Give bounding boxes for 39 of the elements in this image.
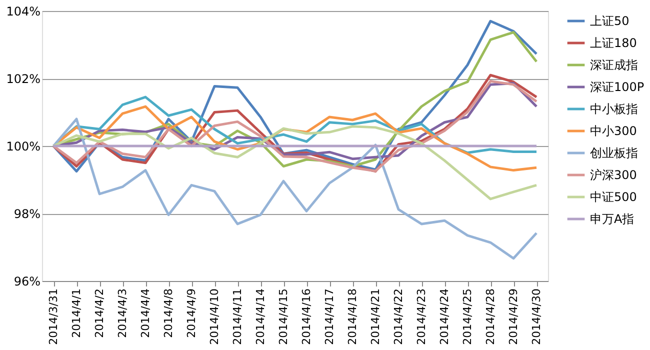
legend-label: 中小300 — [590, 124, 637, 138]
x-tick-label: 2014/4/23 — [415, 288, 428, 345]
x-tick-label: 2014/4/3 — [116, 288, 129, 338]
x-tick-label: 2014/4/25 — [461, 288, 474, 345]
x-tick-label: 2014/4/2 — [93, 288, 106, 338]
x-tick-label: 2014/4/4 — [139, 288, 152, 338]
x-tick-label: 2014/4/14 — [254, 288, 267, 345]
x-tick-label: 2014/4/22 — [392, 288, 405, 345]
x-tick-label: 2014/4/30 — [530, 288, 543, 345]
x-tick-label: 2014/4/8 — [162, 288, 175, 338]
x-tick-label: 2014/4/28 — [484, 288, 497, 345]
legend-label: 中小板指 — [590, 102, 638, 116]
y-tick-label: 100% — [6, 140, 40, 154]
x-tick-label: 2014/4/1 — [70, 288, 83, 338]
x-tick-label: 2014/4/11 — [231, 288, 244, 345]
legend-label: 中证500 — [590, 190, 637, 204]
x-tick-label: 2014/4/24 — [438, 288, 451, 345]
x-tick-label: 2014/4/18 — [346, 288, 359, 345]
legend-label: 上证50 — [590, 14, 630, 28]
x-tick-label: 2014/4/9 — [185, 288, 198, 338]
y-tick-label: 98% — [14, 207, 40, 221]
x-tick-label: 2014/4/15 — [277, 288, 290, 345]
legend-label: 申万A指 — [590, 212, 634, 226]
legend-label: 深证100P — [590, 80, 644, 94]
legend-label: 上证180 — [590, 36, 637, 50]
line-series — [52, 125, 538, 200]
line-series — [52, 118, 538, 260]
legend-label: 沪深300 — [590, 168, 637, 182]
x-tick-label: 2014/4/29 — [507, 288, 520, 345]
legend-label: 创业板指 — [590, 146, 638, 160]
x-tick-label: 2014/4/21 — [369, 288, 382, 345]
y-tick-label: 102% — [6, 72, 40, 86]
x-tick-label: 2014/4/17 — [323, 288, 336, 345]
legend-label: 深证成指 — [590, 58, 638, 72]
x-tick-label: 2014/4/16 — [300, 288, 313, 345]
x-tick-label: 2014/4/10 — [208, 288, 221, 345]
y-tick-label: 104% — [6, 4, 40, 18]
y-tick-label: 96% — [14, 274, 40, 288]
x-tick-label: 2014/3/31 — [47, 288, 60, 345]
